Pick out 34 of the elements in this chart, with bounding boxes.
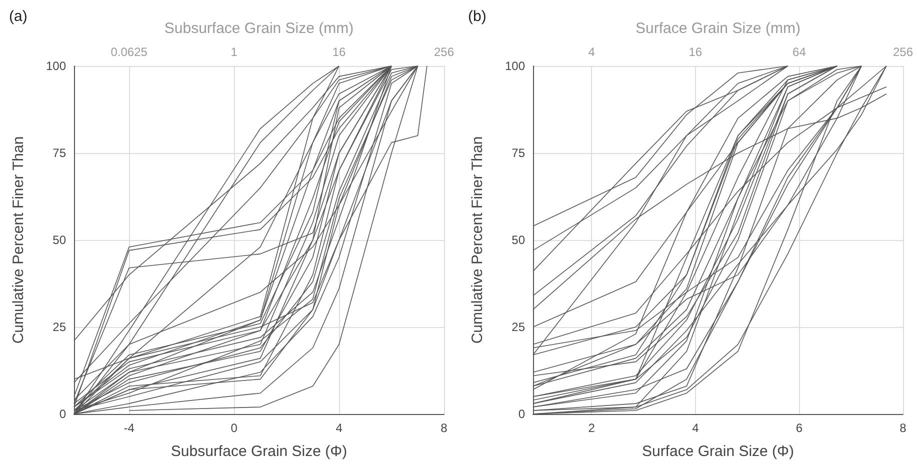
x-axis-title: Surface Grain Size (Φ) bbox=[642, 443, 794, 460]
x-axis-title: Subsurface Grain Size (Φ) bbox=[170, 443, 348, 460]
x-tick-label: 4 bbox=[336, 421, 343, 435]
y-tick-label: 100 bbox=[504, 59, 526, 73]
y-tick-label: 25 bbox=[512, 320, 526, 334]
x2-tick-label: 64 bbox=[792, 45, 806, 59]
y-tick-label: 0 bbox=[59, 407, 66, 421]
y-tick-label: 75 bbox=[512, 146, 526, 160]
x-tick-label: 8 bbox=[900, 421, 907, 435]
x2-tick-label: 256 bbox=[892, 45, 914, 59]
y-tick-label: 0 bbox=[518, 407, 526, 421]
x-tick-label: 6 bbox=[796, 421, 803, 435]
x2-tick-label: 256 bbox=[434, 45, 454, 59]
x2-axis-title: Surface Grain Size (mm) bbox=[635, 20, 801, 37]
y-axis-title: Cumulative Percent Finer Than bbox=[10, 136, 27, 344]
x-tick-label: 2 bbox=[588, 421, 596, 435]
x-tick-label: 8 bbox=[440, 421, 448, 435]
x2-tick-label: 16 bbox=[332, 45, 346, 59]
x2-tick-label: 0.0625 bbox=[110, 45, 148, 59]
x-tick-label: -4 bbox=[124, 421, 135, 435]
y-tick-label: 75 bbox=[52, 146, 66, 160]
x2-tick-label: 1 bbox=[230, 45, 238, 59]
x2-axis-title: Subsurface Grain Size (mm) bbox=[164, 20, 354, 37]
chart-title: (a) bbox=[9, 8, 28, 25]
y-tick-label: 50 bbox=[512, 233, 526, 247]
y-axis-title: Cumulative Percent Finer Than bbox=[469, 136, 486, 344]
x-tick-label: 4 bbox=[692, 421, 700, 435]
x2-tick-label: 4 bbox=[588, 45, 596, 59]
y-tick-label: 25 bbox=[52, 320, 66, 334]
chart-title: (b) bbox=[468, 8, 486, 25]
y-tick-label: 50 bbox=[52, 233, 66, 247]
y-tick-label: 100 bbox=[46, 59, 66, 73]
x-tick-label: 0 bbox=[230, 421, 238, 435]
x2-tick-label: 16 bbox=[688, 45, 702, 59]
